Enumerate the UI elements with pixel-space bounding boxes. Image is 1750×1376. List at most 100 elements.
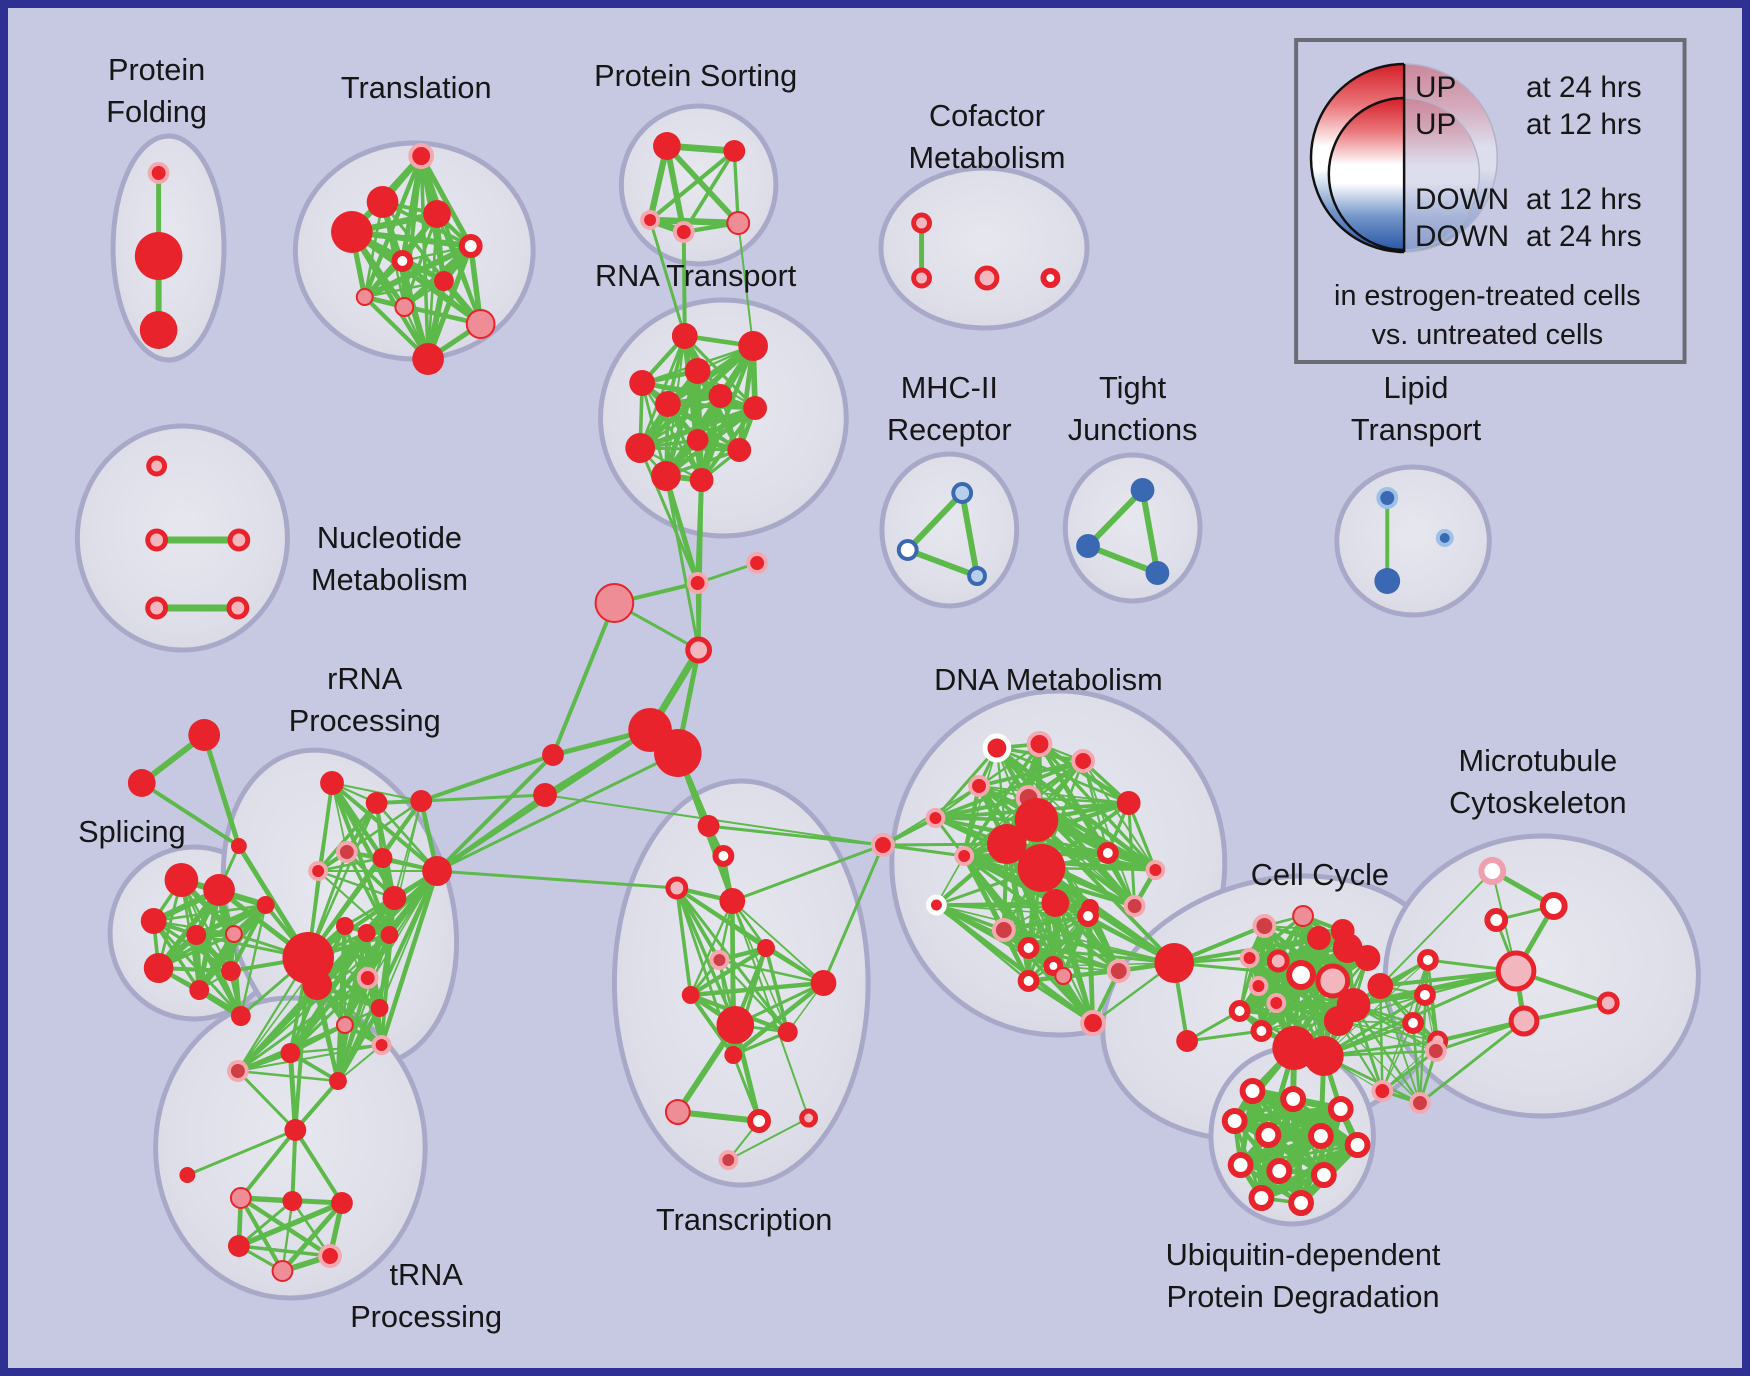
network-node [331,211,373,253]
network-edge [1085,913,1096,1026]
network-node [1307,926,1331,950]
network-edge [288,868,440,1056]
network-node [1255,1122,1282,1148]
network-edge [1411,1021,1422,1105]
network-edge [977,759,1085,788]
network-node [1315,963,1351,999]
network-edge [435,753,555,873]
network-node [954,846,975,866]
legend-row-direction: DOWN [1415,220,1509,253]
network-node [229,1187,252,1209]
cluster-labels: Protein Folding Translation Protein Sorting… [78,52,1627,1334]
cluster-label-ubiquitin: Ubiquitin-dependent [1166,1237,1441,1272]
network-edge [1185,1029,1263,1043]
network-edge [640,381,703,482]
network-node [799,1108,819,1128]
network-node [708,384,733,408]
network-node [757,939,775,957]
network-node [335,917,354,935]
network-node [1508,1005,1540,1037]
legend-inner-circle-12hrs [1404,97,1481,251]
network-node [308,861,329,881]
network-node [654,729,702,777]
network-node [1402,1012,1424,1034]
network-node [1239,1078,1266,1104]
network-node [224,925,243,943]
network-edge [237,1244,332,1258]
network-node [189,980,210,1000]
network-node [726,211,751,235]
network-node [686,572,709,594]
network-edge [435,869,679,890]
network-node [203,874,235,906]
network-node [227,1235,250,1257]
network-node [967,566,987,586]
network-edge [306,869,439,960]
network-edge [681,230,687,338]
network-node [302,970,333,1000]
legend-row-time: at 24 hrs [1526,71,1642,104]
network-edge [1027,946,1176,965]
cluster-label-tight-junctions: Junctions [1068,412,1198,447]
network-edge [1034,818,1177,965]
network-node [147,162,170,184]
legend-circle-half [1309,62,1405,254]
network-node [271,1260,294,1282]
network-node [709,950,730,970]
network-node [230,838,247,854]
network-edge [1247,955,1342,1024]
network-edge [638,446,700,585]
network-edge [646,216,742,227]
network-node [664,1099,691,1125]
legend-circle-half [1404,63,1498,253]
network-edge [978,785,1130,804]
network-node [179,1167,196,1183]
network-edge [1379,870,1494,987]
network-edge [1323,959,1429,1057]
network-node [542,744,564,766]
network-node [134,232,183,280]
network-edge [904,490,966,553]
cluster-bubble-lipid-transport [1334,464,1492,618]
network-node [186,925,207,945]
network-node [533,783,557,807]
network-node [991,918,1016,942]
network-edge [1238,1009,1341,1023]
cluster-label-tight-junctions: Tight [1099,370,1167,405]
network-edge [1379,984,1384,1093]
network-edge [881,843,966,858]
network-node [1116,791,1141,815]
network-node [1266,993,1287,1013]
network-edge [731,980,826,1058]
network-edge [237,1199,294,1248]
network-edge [934,816,1157,872]
network-node [746,552,768,574]
network-edge [363,279,446,299]
network-node [1252,914,1277,938]
cluster-label-trna: Processing [350,1299,502,1334]
network-node [380,926,399,944]
cluster-label-protein-folding: Protein [108,52,205,87]
network-node [685,636,713,664]
network-node [1017,844,1066,892]
network-node [423,200,451,228]
network-edge [1127,801,1157,872]
cluster-label-ubiquitin: Protein Degradation [1167,1279,1440,1314]
network-node [718,1150,739,1170]
network-node [1288,1190,1314,1216]
network-node [1239,948,1260,968]
network-node [329,1072,347,1090]
network-node [226,596,250,620]
network-node [1106,959,1131,983]
network-node [1096,842,1119,864]
network-edge [1338,1020,1437,1052]
network-edge [185,1128,297,1177]
network-node [227,528,251,552]
network-node [355,288,374,306]
network-edge [435,793,548,873]
network-node [1123,895,1146,917]
network-edge [1027,796,1130,805]
network-edge [688,992,736,1058]
network-node [1077,905,1099,927]
network-edge [316,801,379,873]
